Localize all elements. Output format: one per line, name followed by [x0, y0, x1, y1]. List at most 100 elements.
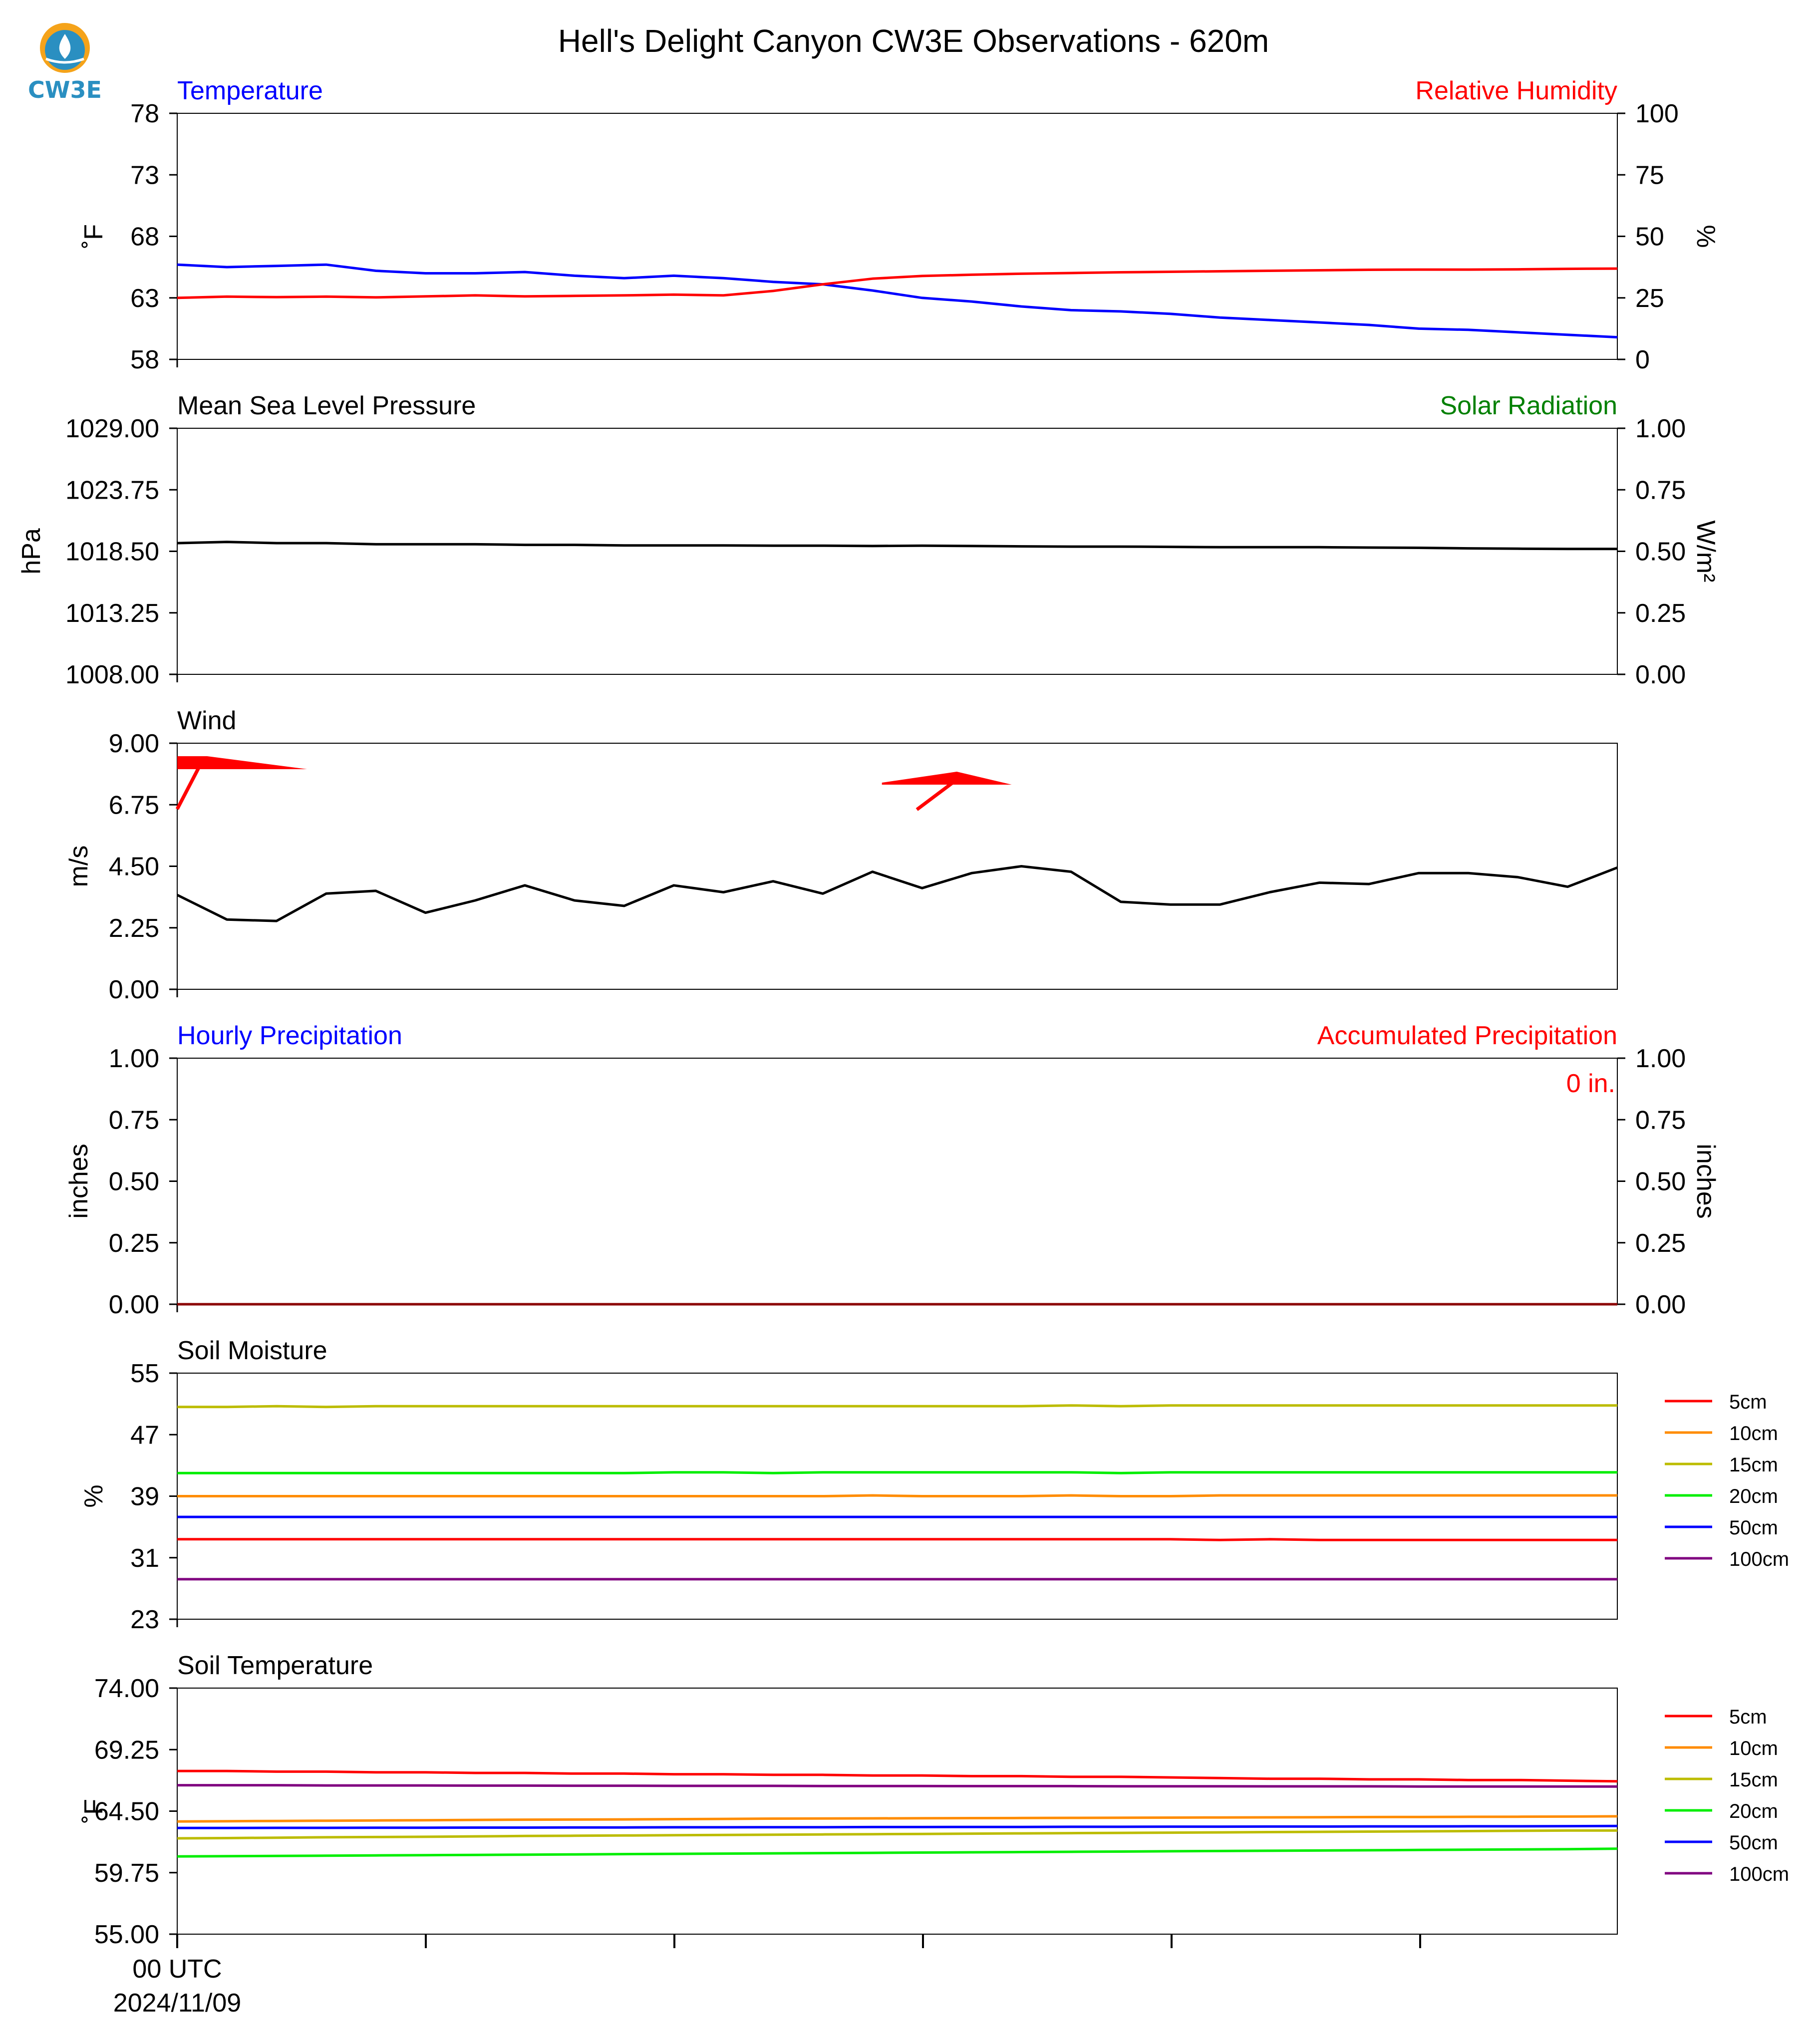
- wind-barb-pennant-icon: [882, 772, 1012, 785]
- y-tick-label: 31: [130, 1544, 159, 1573]
- y-right-tick-label: 1.00: [1635, 1044, 1686, 1073]
- panel-title-right: Accumulated Precipitation: [1317, 1021, 1617, 1050]
- panel-title-right: Relative Humidity: [1415, 76, 1617, 105]
- panel-frame: [177, 428, 1618, 675]
- panel-precip: Hourly Precipitation Accumulated Precipit…: [64, 1021, 1720, 1319]
- legend-label: 100cm: [1729, 1863, 1789, 1885]
- cw3e-logo: CW3E: [28, 23, 102, 103]
- series-line-relative-humidity: [177, 267, 1618, 299]
- y-axis-label: inches: [64, 1144, 93, 1218]
- series-line-10cm: [177, 1815, 1618, 1823]
- y-tick-label: 1018.50: [65, 538, 159, 567]
- series-line-15cm: [177, 1404, 1617, 1409]
- legend-label: 50cm: [1729, 1832, 1778, 1854]
- series-line-10cm: [177, 1494, 1617, 1497]
- y-tick-label: 1029.00: [65, 414, 159, 443]
- y-right-tick-label: 0.25: [1635, 1229, 1686, 1258]
- y-right-tick-label: 25: [1635, 284, 1664, 313]
- y-right-tick-label: 0.75: [1635, 1106, 1686, 1135]
- x-axis-date-label: 2024/11/09: [113, 1989, 241, 2018]
- panel-frame: [177, 1688, 1618, 1935]
- legend-label: 20cm: [1729, 1485, 1778, 1507]
- y-axis-label: ˚F: [79, 224, 108, 249]
- y-right-tick-label: 75: [1635, 161, 1664, 190]
- y-tick-label: 64.50: [94, 1797, 159, 1826]
- y-tick-label: 39: [130, 1482, 159, 1511]
- y-tick-label: 4.50: [109, 853, 159, 881]
- y-tick-label: 55: [130, 1359, 159, 1388]
- panel-title-left: Temperature: [177, 76, 323, 105]
- y-right-tick-label: 1.00: [1635, 414, 1686, 443]
- y-tick-label: 0.00: [109, 1290, 159, 1319]
- y-axis-label: hPa: [17, 528, 46, 575]
- y-right-tick-label: 100: [1635, 99, 1679, 128]
- y-axis-label: %: [79, 1484, 108, 1507]
- legend-label: 5cm: [1729, 1706, 1767, 1728]
- y-tick-label: 1.00: [109, 1044, 159, 1073]
- panel-soil_moisture: Soil Moisture 55 47 39 31 23% 5cm 10cm 15cm 20cm 5…: [79, 1336, 1789, 1634]
- logo-droplet-icon: [59, 34, 71, 59]
- y-axis-label: m/s: [64, 846, 93, 887]
- figure-title: Hell's Delight Canyon CW3E Observations …: [558, 23, 1269, 59]
- logo-wave-icon: [45, 57, 84, 64]
- series-line-5cm: [177, 1538, 1617, 1541]
- y-right-tick-label: 0.50: [1635, 1167, 1686, 1196]
- y-right-tick-label: 0.00: [1635, 660, 1686, 689]
- y-tick-label: 55.00: [94, 1920, 159, 1949]
- y-tick-label: 78: [130, 99, 159, 128]
- panel-frame: [177, 1058, 1618, 1305]
- logo-text: CW3E: [28, 76, 102, 103]
- y-tick-label: 6.75: [109, 791, 159, 820]
- series-line-mean-sea-level-pressure: [177, 541, 1617, 551]
- panel-title-left: Soil Temperature: [177, 1651, 373, 1680]
- legend-label: 15cm: [1729, 1454, 1778, 1476]
- y-tick-label: 58: [130, 345, 159, 374]
- y-tick-label: 74.00: [94, 1674, 159, 1703]
- y-right-tick-label: 0: [1635, 345, 1650, 374]
- series-line-100cm: [177, 1784, 1617, 1788]
- y-right-tick-label: 0.75: [1635, 476, 1686, 505]
- wind-barb-staff: [915, 778, 958, 811]
- y-tick-label: 0.50: [109, 1167, 159, 1196]
- panel-wind: Wind 9.00 6.75 4.50 2.25 0.00 m/s: [64, 706, 1618, 1004]
- panel-frame: [177, 113, 1618, 360]
- series-line-20cm: [177, 1471, 1617, 1474]
- y-tick-label: 23: [130, 1605, 159, 1634]
- y-right-tick-label: 0.25: [1635, 599, 1686, 628]
- y-tick-label: 2.25: [109, 914, 159, 943]
- y-right-tick-label: 0.00: [1635, 1290, 1686, 1319]
- legend-label: 100cm: [1729, 1548, 1789, 1570]
- y-tick-label: 73: [130, 161, 159, 190]
- y-right-tick-label: 50: [1635, 223, 1664, 252]
- panel-temp_rh: Temperature Relative Humidity 78 73 68 63 58 10…: [79, 76, 1720, 374]
- panel-title-left: Hourly Precipitation: [177, 1021, 402, 1050]
- legend-label: 5cm: [1729, 1391, 1767, 1413]
- y-tick-label: 63: [130, 284, 159, 313]
- series-line-temperature: [177, 263, 1618, 339]
- series-line-15cm: [177, 1829, 1617, 1840]
- y-tick-label: 0.00: [109, 975, 159, 1004]
- y-tick-label: 69.25: [94, 1736, 159, 1764]
- y-tick-label: 1013.25: [65, 599, 159, 628]
- y-tick-label: 68: [130, 223, 159, 252]
- legend-label: 20cm: [1729, 1800, 1778, 1822]
- y-tick-label: 0.75: [109, 1106, 159, 1135]
- y-tick-label: 59.75: [94, 1859, 159, 1888]
- panel-pressure: Mean Sea Level Pressure Solar Radiation 10…: [17, 391, 1720, 689]
- legend-label: 15cm: [1729, 1769, 1778, 1791]
- wind-barb-pennant-icon: [177, 756, 307, 769]
- y-tick-label: 0.25: [109, 1229, 159, 1258]
- y-tick-label: 1023.75: [65, 476, 159, 505]
- y-axis-label: ˚F: [79, 1799, 108, 1823]
- series-line-50cm: [177, 1824, 1618, 1829]
- panel-annotation: 0 in.: [1566, 1069, 1615, 1098]
- panel-frame: [177, 743, 1618, 990]
- panel-soil_temp: Soil Temperature 74.00 69.25 64.50 59.75 55.0…: [79, 1651, 1789, 1949]
- panel-title-left: Soil Moisture: [177, 1336, 327, 1365]
- x-axis-start-label: 00 UTC: [132, 1955, 222, 1984]
- y-right-axis-label: W/m²: [1691, 520, 1720, 582]
- series-line-wind: [176, 865, 1618, 922]
- y-tick-label: 9.00: [109, 729, 159, 758]
- legend-label: 10cm: [1729, 1423, 1778, 1445]
